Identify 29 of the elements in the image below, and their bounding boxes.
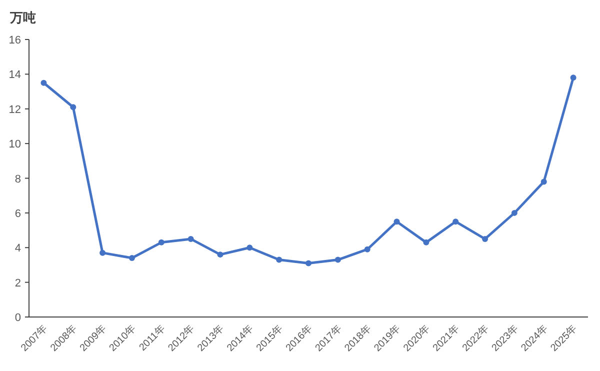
y-tick-label: 6 [14, 208, 21, 220]
y-tick-label: 8 [14, 173, 21, 186]
point [540, 178, 547, 185]
point [158, 239, 164, 246]
point [217, 252, 224, 258]
y-axis-title: 万吨 [9, 10, 36, 25]
point [70, 104, 76, 110]
point [40, 80, 47, 86]
point [334, 256, 341, 263]
y-tick-label: 4 [14, 242, 21, 255]
y-tick-label: 0 [14, 312, 21, 324]
point [452, 218, 459, 225]
point [188, 236, 194, 242]
y-tick-label: 12 [8, 104, 21, 116]
y-tick-label: 2 [14, 277, 21, 290]
point [423, 239, 430, 246]
y-tick-label: 10 [8, 138, 21, 151]
y-tick-label: 16 [8, 34, 21, 46]
point [364, 246, 370, 252]
point [306, 260, 312, 266]
point [128, 255, 135, 262]
point [511, 210, 518, 216]
point [246, 244, 253, 251]
point [100, 250, 106, 256]
point [394, 218, 400, 225]
point [482, 236, 488, 242]
y-tick-label: 14 [8, 69, 21, 82]
point [570, 74, 576, 81]
point [276, 256, 282, 263]
